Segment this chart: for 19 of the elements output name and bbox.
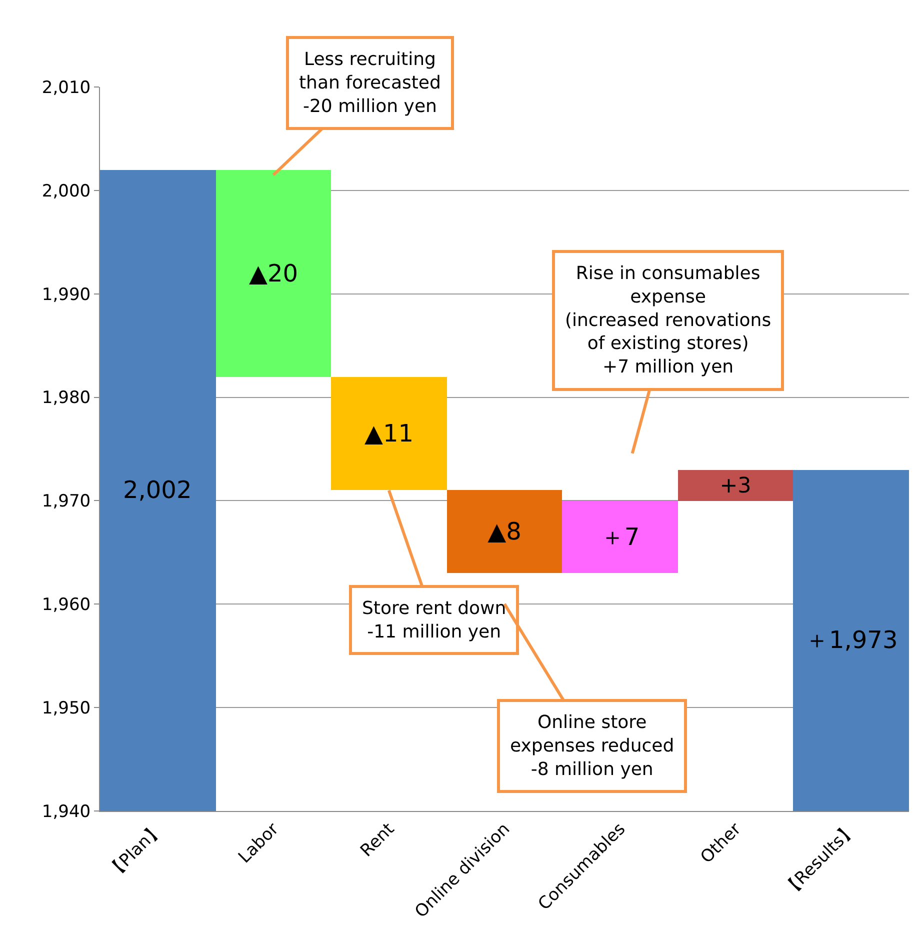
data-label: ▲8 (488, 518, 522, 546)
y-tick-label: 1,940 (42, 802, 91, 822)
data-label: ▲11 (364, 420, 414, 448)
annotation: Online store expenses reduced -8 million yen (510, 712, 674, 780)
data-label: ＋1,973 (805, 626, 898, 654)
annotation: Store rent down -11 million yen (362, 598, 506, 642)
y-tick-label: 2,000 (42, 181, 91, 202)
data-label: 2,002 (123, 476, 192, 504)
y-tick-label: 2,010 (42, 78, 91, 98)
data-label: +3 (720, 474, 752, 499)
y-tick-label: 1,970 (42, 492, 91, 512)
y-tick-label: 1,950 (42, 698, 91, 719)
y-tick-label: 1,980 (42, 388, 91, 408)
annotation: Less recruiting than forecasted -20 million yen (299, 49, 441, 117)
y-tick-label: 1,990 (42, 284, 91, 305)
data-label: ＋7 (600, 523, 640, 551)
annotation: Rise in consumables expense (increased renovations of existing stores) +7 million yen (565, 263, 772, 378)
data-label: ▲20 (249, 260, 298, 288)
y-tick-label: 1,960 (42, 595, 91, 616)
